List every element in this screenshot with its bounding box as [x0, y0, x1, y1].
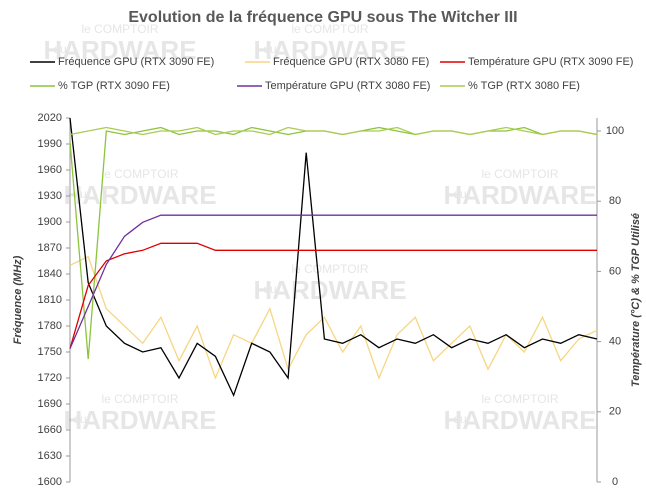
y-tick-label: 1930: [38, 190, 62, 202]
watermark-text: HARDWARE: [63, 180, 216, 210]
series-line: [69, 214, 597, 349]
series-line: [69, 242, 597, 349]
y2-tick-label: 0: [612, 476, 618, 488]
y2-tick-label: 60: [609, 265, 621, 277]
y-tick-label: 1630: [38, 450, 62, 462]
watermark-text: HARDWARE: [63, 405, 216, 435]
watermark-text: HARDWARE: [253, 35, 406, 65]
y-tick-label: 1960: [38, 164, 62, 176]
y-tick-label: 1990: [38, 138, 62, 150]
watermark-text: du: [263, 42, 276, 56]
y2-tick-label: 20: [609, 406, 621, 418]
legend-label: Température GPU (RTX 3090 FE): [468, 56, 633, 68]
legend-label: Fréquence GPU (RTX 3080 FE): [273, 56, 429, 68]
watermark-text: le COMPTOIR: [291, 22, 368, 36]
series-line: [69, 126, 598, 360]
y-tick-label: 1780: [38, 320, 62, 332]
watermark-text: du: [263, 282, 276, 296]
y-tick-label: 1840: [38, 268, 62, 280]
legend-label: Température GPU (RTX 3080 FE): [265, 80, 430, 92]
y-tick-label: 1900: [38, 216, 62, 228]
watermark-text: le COMPTOIR: [101, 167, 178, 181]
watermark-text: du: [453, 412, 466, 426]
watermark-text: le COMPTOIR: [81, 22, 158, 36]
series-line: [69, 126, 598, 136]
y-tick-label: 2020: [38, 112, 62, 124]
y2-axis-title: Température (°C) & % TGP Utilisé: [630, 213, 642, 387]
legend-label: % TGP (RTX 3080 FE): [468, 80, 580, 92]
watermark-text: le COMPTOIR: [101, 392, 178, 406]
watermark-text: HARDWARE: [253, 275, 406, 305]
watermark-text: du: [73, 187, 86, 201]
legend-label: Fréquence GPU (RTX 3090 FE): [58, 56, 214, 68]
y2-tick-label: 80: [609, 195, 621, 207]
watermark-text: du: [453, 187, 466, 201]
y-tick-label: 1870: [38, 242, 62, 254]
watermark-text: le COMPTOIR: [481, 392, 558, 406]
watermark-text: du: [53, 42, 66, 56]
watermark-text: du: [73, 412, 86, 426]
watermark-text: le COMPTOIR: [291, 262, 368, 276]
y-axis-title: Fréquence (MHz): [12, 255, 24, 344]
y-tick-label: 1690: [38, 398, 62, 410]
y2-tick-label: 100: [606, 125, 624, 137]
y-tick-label: 1660: [38, 424, 62, 436]
y-tick-label: 1810: [38, 294, 62, 306]
watermark-text: le COMPTOIR: [481, 167, 558, 181]
watermark-text: HARDWARE: [43, 35, 196, 65]
series-line: [69, 117, 598, 398]
chart-title: Evolution de la fréquence GPU sous The W…: [128, 9, 517, 26]
watermark-text: HARDWARE: [443, 180, 596, 210]
y-tick-label: 1750: [38, 346, 62, 358]
y-tick-label: 1720: [38, 372, 62, 384]
y2-tick-label: 40: [609, 336, 621, 348]
watermark-text: HARDWARE: [443, 405, 596, 435]
y-tick-label: 1600: [38, 476, 62, 488]
legend-label: % TGP (RTX 3090 FE): [58, 80, 170, 92]
